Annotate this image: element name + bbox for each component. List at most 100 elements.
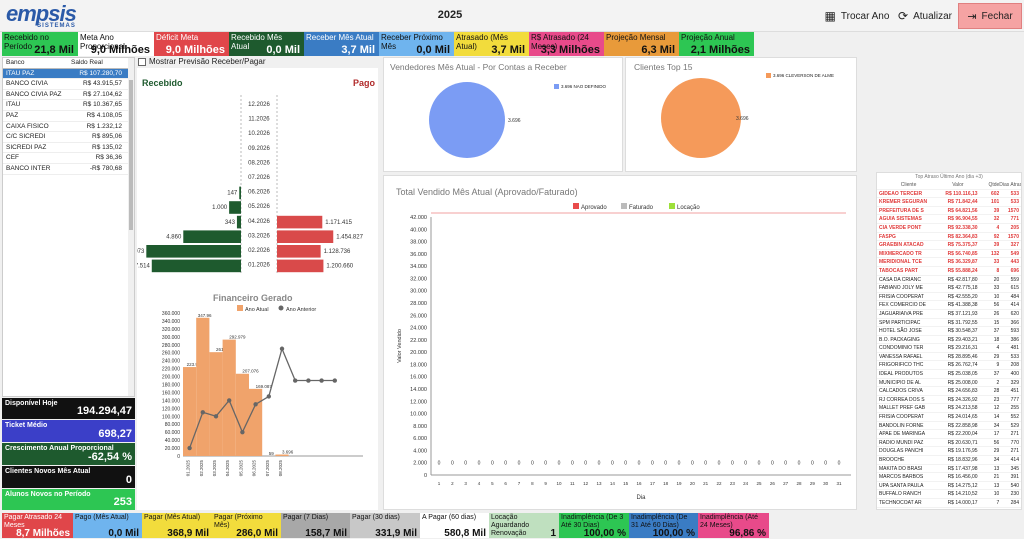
x-tick-label: 17 — [650, 481, 656, 486]
recebido-value-label: 147 — [227, 191, 238, 197]
previsao-checkbox[interactable] — [138, 58, 146, 66]
vendedores-legend: 3.696 NAO DEFINIDO — [554, 84, 606, 89]
month-label: 04.2026 — [248, 219, 270, 225]
atraso-dias: 484 — [999, 293, 1021, 301]
atualizar-button[interactable]: ⟳Atualizar — [895, 3, 955, 29]
bank-name: BANCO CIVIA — [3, 79, 67, 89]
pago-bar — [277, 245, 321, 258]
x-tick-label: 4 — [478, 481, 481, 486]
point-value-label: 0 — [638, 461, 641, 467]
recebido-bar — [183, 230, 241, 243]
x-tick-label: 03.2025 — [212, 460, 217, 477]
previsao-checkbox-row[interactable]: Mostrar Previsão Receber/Pagar — [138, 57, 266, 66]
legend-label: Locação — [677, 205, 700, 211]
trocar-ano-button[interactable]: ▦Trocar Ano — [822, 3, 892, 29]
bank-name: BANCO CIVIA PAZ — [3, 90, 67, 100]
atraso-qtde: 21 — [978, 473, 1000, 481]
clientes-top-pie: 3.696 — [646, 72, 776, 167]
point-value-label: 0 — [811, 461, 814, 467]
point-value-label: 0 — [584, 461, 587, 467]
atraso-cliente: DOUGLAS PANCHI — [877, 447, 938, 455]
atraso-qtde: 8 — [978, 267, 1000, 275]
bottom-tile-pago-me-s-atual: Pago (Mês Atual)0,0 Mil — [73, 513, 142, 538]
bar-value-label: 207.076 — [242, 369, 259, 374]
atraso-dias: 540 — [999, 482, 1021, 490]
vendedores-pie-slice — [429, 82, 505, 158]
kpi-value: 0,0 Mil — [416, 44, 450, 56]
bank-table-scrollbar[interactable] — [128, 58, 134, 396]
atraso-cliente: APAE DE MARINGA — [877, 430, 938, 438]
bottom-tile-value: 8,7 Milhões — [16, 530, 70, 538]
ano-atual-bar — [223, 340, 236, 456]
atraso-qtde: 12 — [978, 404, 1000, 412]
y-tick-label: 80.000 — [165, 422, 181, 428]
atraso-cliente: BROOCHE — [877, 456, 938, 464]
kpi-value: 21,8 Mil — [34, 44, 74, 56]
point-value-label: 0 — [611, 461, 614, 467]
atraso-qtde: 10 — [978, 293, 1000, 301]
fechar-button[interactable]: ⇥Fechar — [958, 3, 1022, 29]
ano-anterior-point — [319, 378, 323, 382]
atraso-valor: R$ 82.364,83 — [938, 233, 977, 241]
point-value-label: 0 — [651, 461, 654, 467]
ano-anterior-point — [253, 402, 257, 406]
pago-title: Pago — [353, 78, 375, 88]
bottom-tile-value: 96,86 % — [729, 530, 766, 538]
legend-swatch — [554, 84, 559, 89]
vendedores-panel: Vendedores Mês Atual - Por Contas a Rece… — [383, 57, 623, 172]
kpi-value: 3,7 Mil — [491, 44, 525, 56]
atraso-valor: R$ 14.000,17 — [938, 499, 977, 507]
point-value-label: 0 — [464, 461, 467, 467]
bank-row[interactable]: BANCO INTER-R$ 780,68 — [3, 164, 134, 175]
y-tick-label: 180.000 — [162, 383, 180, 389]
atraso-qtde: 37 — [978, 327, 1000, 335]
atraso-cliente: FRISIA COOPERAT — [877, 413, 938, 421]
